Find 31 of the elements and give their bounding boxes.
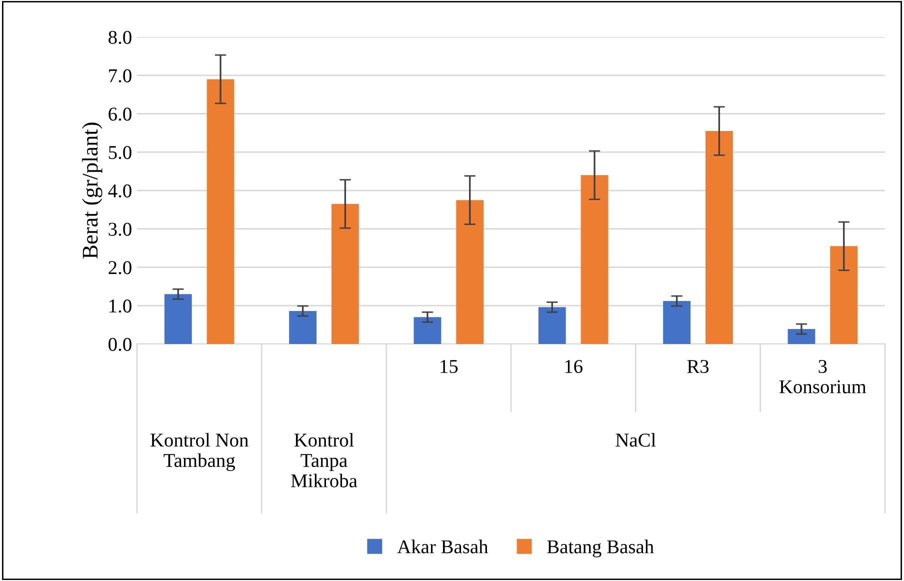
x-tick-label: 15 <box>440 360 458 374</box>
x-tick-label: Kontrol Tanpa Mikroba <box>291 433 358 488</box>
bar <box>289 310 317 344</box>
y-tick-label: 4.0 <box>108 184 132 198</box>
y-tick-label: 2.0 <box>108 261 132 274</box>
bar <box>164 294 192 344</box>
bar <box>331 204 359 344</box>
x-tick-label: Kontrol Non Tambang <box>150 433 248 472</box>
bar <box>705 131 733 344</box>
y-tick-label: 7.0 <box>109 69 132 82</box>
legend-label: Batang Basah <box>547 540 654 558</box>
bar <box>830 246 858 344</box>
legend-label: Akar Basah <box>397 540 488 554</box>
x-tick-label: 3 Konsorium <box>779 360 866 394</box>
bar <box>414 317 442 344</box>
y-tick-label: 5.0 <box>108 146 132 160</box>
bar <box>580 175 608 344</box>
y-tick-label: 6.0 <box>108 108 132 121</box>
y-tick-label: 1.0 <box>110 299 132 313</box>
y-tick-label: 8.0 <box>108 30 132 44</box>
y-axis-title: Berat (gr/plant) <box>82 122 102 259</box>
bar <box>788 329 816 344</box>
x-tick-label: R3 <box>687 360 709 374</box>
bar <box>538 307 566 344</box>
y-tick-label: 0.0 <box>108 338 132 352</box>
x-tick-label: 16 <box>565 360 582 374</box>
y-tick-label: 3.0 <box>108 222 132 236</box>
text: NaCl <box>616 433 656 447</box>
bar <box>456 200 484 344</box>
bar <box>663 301 691 344</box>
bar <box>206 79 234 344</box>
